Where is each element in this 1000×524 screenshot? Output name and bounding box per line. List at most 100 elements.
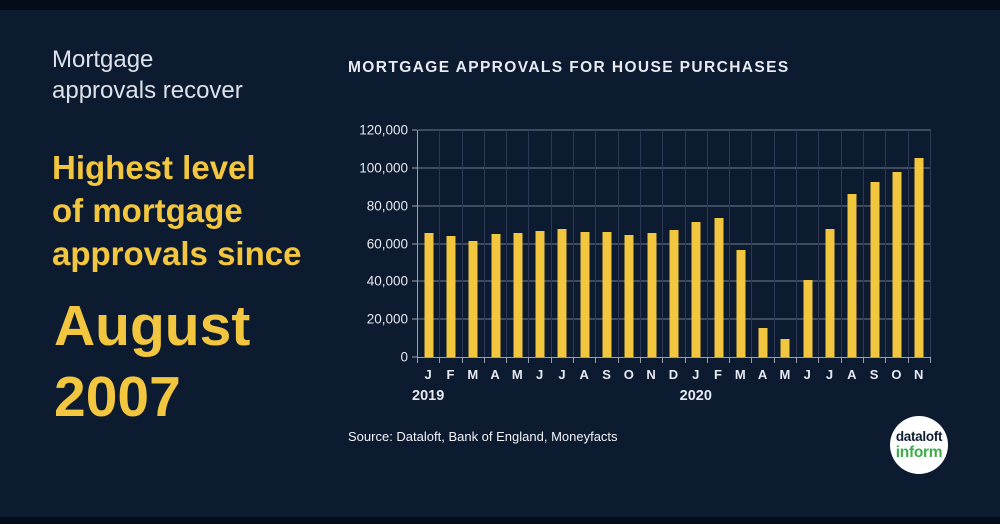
- y-tick-label: 40,000: [366, 273, 408, 289]
- bar: [580, 232, 590, 357]
- headline-line: of mortgage: [52, 192, 243, 229]
- x-tick-label: A: [579, 367, 589, 382]
- logo-wordmark-dataloft: dataloft: [895, 429, 943, 444]
- x-tick-cell: [574, 358, 597, 363]
- month-column: [507, 130, 530, 357]
- bar: [535, 231, 545, 357]
- x-tick-cell: [886, 358, 909, 363]
- bar: [446, 235, 456, 357]
- month-column: [686, 130, 708, 357]
- month-column: [663, 130, 686, 357]
- y-tick: [412, 243, 417, 244]
- x-tick-label: S: [602, 367, 611, 382]
- x-tick-cell: [552, 358, 575, 363]
- x-tick-label: A: [490, 367, 500, 382]
- x-tick-cell: [529, 358, 552, 363]
- month-column: [463, 130, 485, 357]
- x-tick-cell: [686, 358, 708, 363]
- bar: [468, 240, 478, 357]
- headline-line: approvals since: [52, 235, 302, 272]
- y-tick: [412, 356, 417, 358]
- chart-title: MORTGAGE APPROVALS FOR HOUSE PURCHASES: [348, 59, 790, 76]
- bar: [647, 233, 657, 357]
- x-tick-label: J: [536, 367, 544, 382]
- highlight-date-text: August 2007: [54, 291, 250, 433]
- headline-text: Highest level of mortgage approvals sinc…: [52, 146, 301, 275]
- x-tick-label: S: [869, 367, 879, 382]
- year-labels: 2019 2020: [412, 388, 930, 408]
- x-tick-label: A: [847, 367, 857, 382]
- bar: [736, 250, 746, 357]
- bottom-border-strip: [0, 517, 1000, 524]
- bar: [424, 233, 434, 357]
- x-tick-cell: [663, 358, 686, 363]
- month-column: [418, 130, 441, 357]
- kicker-line: approvals recover: [52, 77, 243, 104]
- y-tick-label: 80,000: [366, 198, 408, 214]
- month-column: [819, 130, 842, 357]
- y-tick: [412, 167, 417, 169]
- bar: [624, 235, 634, 357]
- x-tick-label: F: [714, 367, 722, 382]
- x-tick-cell: [641, 358, 664, 363]
- x-tick-cell: [842, 358, 864, 363]
- bar: [892, 171, 902, 357]
- bar: [914, 158, 924, 357]
- x-tick-label: M: [779, 367, 791, 382]
- month-column: [909, 130, 931, 357]
- x-axis-ticks: [417, 358, 931, 363]
- month-column: [752, 130, 775, 357]
- y-tick-label: 120,000: [359, 122, 408, 138]
- x-tick-label: N: [646, 367, 656, 382]
- x-tick-label: J: [558, 367, 566, 382]
- x-tick-label: F: [446, 367, 455, 382]
- month-column: [641, 130, 664, 357]
- month-column: [708, 130, 731, 357]
- dataloft-inform-logo: dataloft inform: [890, 416, 948, 474]
- y-tick: [412, 280, 417, 282]
- bar: [847, 194, 857, 357]
- h-gridline: [418, 129, 931, 131]
- x-tick-label: J: [424, 367, 432, 382]
- kicker-text: Mortgage approvals recover: [52, 44, 243, 106]
- y-tick: [412, 205, 417, 207]
- x-tick-cell: [463, 358, 485, 363]
- x-tick-cell: [619, 358, 641, 363]
- x-tick-cell: [596, 358, 619, 363]
- x-tick-label: D: [668, 367, 679, 382]
- month-column: [886, 130, 909, 357]
- x-tick-cell: [708, 358, 731, 363]
- x-tick-cell: [752, 358, 775, 363]
- x-tick-cell: [440, 358, 463, 363]
- y-tick: [412, 318, 417, 320]
- x-tick-label: M: [467, 367, 479, 382]
- month-column: [485, 130, 508, 357]
- bar: [714, 217, 723, 357]
- month-column: [619, 130, 641, 357]
- h-gridline: [418, 167, 931, 169]
- month-column: [552, 130, 575, 357]
- x-tick-cell: [730, 358, 753, 363]
- y-tick-label: 60,000: [366, 236, 408, 251]
- x-tick-label: J: [825, 367, 834, 382]
- x-tick-cell: [418, 358, 441, 363]
- month-column: [574, 130, 597, 357]
- x-tick-label: J: [692, 367, 700, 382]
- bar: [669, 230, 679, 357]
- bar: [491, 234, 501, 357]
- y-tick-label: 20,000: [366, 311, 408, 327]
- bar: [557, 229, 567, 357]
- bar: [513, 233, 523, 357]
- y-tick: [412, 129, 417, 131]
- month-column: [864, 130, 887, 357]
- month-column: [842, 130, 864, 357]
- x-tick-cell: [819, 358, 842, 363]
- bar: [870, 182, 880, 357]
- year-label: 2020: [679, 388, 712, 404]
- month-column: [440, 130, 463, 357]
- source-attribution: Source: Dataloft, Bank of England, Money…: [348, 429, 618, 444]
- plot-columns: [418, 130, 931, 357]
- bar: [803, 280, 813, 357]
- month-column: [730, 130, 753, 357]
